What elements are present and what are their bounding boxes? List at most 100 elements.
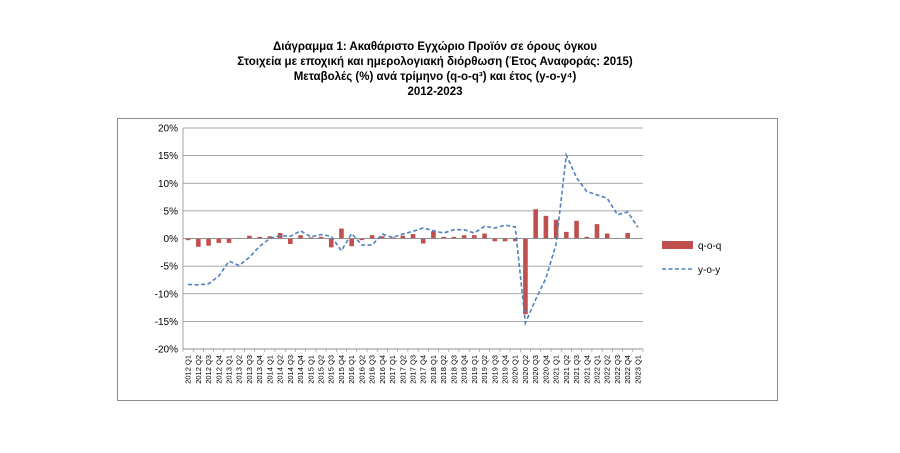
qoq-bar — [584, 236, 590, 239]
qoq-bar — [318, 236, 324, 239]
x-tick-label: 2019 Q2 — [480, 355, 489, 384]
qoq-bar — [206, 238, 211, 246]
x-tick-label: 2017 Q1 — [388, 355, 397, 384]
qoq-bar — [564, 231, 569, 239]
qoq-bar — [431, 231, 436, 239]
chart-title-line-3: Μεταβολές (%) ανά τρίμηνο (q-o-q³) και έ… — [293, 71, 577, 83]
qoq-bar — [288, 238, 293, 245]
qoq-bar — [574, 220, 579, 239]
x-tick-label: 2023 Q1 — [633, 355, 642, 384]
x-tick-label: 2017 Q4 — [419, 355, 428, 384]
y-tick-label: 0% — [164, 234, 179, 245]
qoq-bar — [451, 236, 457, 239]
qoq-bar — [257, 236, 262, 239]
qoq-bar — [349, 238, 354, 247]
x-tick-label: 2019 Q3 — [490, 355, 499, 384]
x-tick-label: 2018 Q2 — [439, 355, 448, 384]
legend-label-yoy: y-o-y — [698, 265, 720, 276]
x-tick-label: 2021 Q3 — [572, 355, 581, 384]
y-tick-label: -20% — [155, 345, 178, 356]
qoq-bar — [492, 238, 498, 242]
qoq-bar — [502, 238, 508, 242]
axes — [182, 128, 644, 352]
qoq-bar — [594, 224, 600, 239]
qoq-bar — [380, 236, 385, 239]
qoq-bar — [533, 209, 538, 239]
chart-titles: Διάγραμμα 1: Ακαθάριστο Εγχώριο Προϊόν σ… — [0, 40, 900, 100]
qoq-bar — [298, 235, 303, 239]
chart-title-line-2: Στοιχεία με εποχική και ημερολογιακή διό… — [237, 56, 633, 68]
x-tick-label: 2022 Q2 — [603, 355, 612, 384]
qoq-bar — [390, 237, 395, 239]
qoq-bar — [196, 238, 201, 247]
x-tick-label: 2018 Q3 — [449, 355, 458, 384]
x-tick-label: 2018 Q1 — [429, 355, 438, 384]
x-tick-label: 2020 Q1 — [511, 355, 520, 384]
chart-frame — [117, 118, 778, 401]
qoq-bar — [328, 238, 334, 248]
y-tick-label: -5% — [160, 262, 178, 273]
x-tick-label: 2016 Q4 — [378, 355, 387, 384]
qoq-bar — [461, 235, 467, 239]
qoq-bar — [512, 238, 518, 242]
x-tick-label: 2019 Q1 — [470, 355, 479, 384]
qoq-bar — [400, 235, 406, 239]
x-tick-label: 2014 Q1 — [265, 355, 274, 384]
x-tick-label: 2016 Q1 — [347, 355, 356, 384]
qoq-bar — [410, 234, 416, 239]
qoq-bar — [247, 235, 252, 239]
qoq-bar — [185, 238, 191, 241]
x-tick-label: 2016 Q3 — [368, 355, 377, 384]
x-tick-label: 2021 Q2 — [562, 355, 571, 384]
yoy-line-group — [188, 152, 639, 327]
x-tick-labels: 2012 Q1 2012 Q2 2012 Q3 2012 Q4 2013 Q1 2013 … — [184, 355, 643, 384]
x-tick-label: 2015 Q1 — [306, 355, 315, 384]
y-tick-label: -10% — [155, 289, 178, 300]
x-tick-label: 2022 Q4 — [623, 355, 632, 384]
x-tick-label: 2020 Q3 — [531, 355, 540, 384]
qoq-bar — [625, 232, 630, 239]
x-tick-label: 2012 Q2 — [194, 355, 203, 384]
x-tick-label: 2016 Q2 — [357, 355, 366, 384]
qoq-bar — [604, 233, 610, 239]
x-tick-label: 2015 Q3 — [327, 355, 336, 384]
x-tick-label: 2022 Q1 — [593, 355, 602, 384]
legend-swatch-qoq — [662, 241, 693, 249]
y-tick-label: 15% — [158, 151, 178, 162]
x-tick-label: 2013 Q1 — [225, 355, 234, 384]
x-tick-label: 2014 Q4 — [296, 355, 305, 384]
chart-title-line-1: Διάγραμμα 1: Ακαθάριστο Εγχώριο Προϊόν σ… — [272, 41, 597, 53]
x-tick-label: 2014 Q3 — [286, 355, 295, 384]
chart-title-line-4: 2012-2023 — [407, 86, 463, 98]
qoq-bar — [369, 235, 375, 239]
legend-label-qoq: q-o-q — [698, 241, 721, 252]
qoq-bar — [482, 233, 487, 239]
x-tick-label: 2020 Q2 — [521, 355, 530, 384]
x-tick-label: 2020 Q4 — [541, 355, 550, 384]
qoq-bar — [226, 238, 232, 243]
legend: q-o-q y-o-y — [662, 241, 721, 276]
x-tick-label: 2021 Q1 — [552, 355, 561, 384]
x-tick-label: 2015 Q4 — [337, 355, 346, 384]
x-tick-label: 2012 Q3 — [204, 355, 213, 384]
x-tick-label: 2013 Q2 — [235, 355, 244, 384]
qoq-bar — [543, 215, 549, 239]
qoq-bar — [216, 238, 222, 243]
x-tick-label: 2014 Q2 — [276, 355, 285, 384]
y-tick-label: 5% — [164, 206, 179, 217]
y-tick-labels: 20% 15% 10% 5% 0% -5% -10% -15% -20% — [155, 124, 178, 356]
y-tick-label: -15% — [155, 317, 178, 328]
x-tick-label: 2019 Q4 — [501, 355, 510, 384]
x-tick-label: 2018 Q4 — [460, 355, 469, 384]
qoq-bar — [359, 238, 365, 241]
qoq-bar — [553, 219, 559, 239]
x-tick-label: 2017 Q2 — [398, 355, 407, 384]
x-tick-label: 2017 Q3 — [409, 355, 418, 384]
x-tick-label: 2022 Q3 — [613, 355, 622, 384]
qoq-bar — [267, 236, 273, 239]
qoq-bar — [308, 237, 314, 239]
qoq-bar — [472, 235, 477, 239]
x-tick-label: 2013 Q3 — [245, 355, 254, 384]
